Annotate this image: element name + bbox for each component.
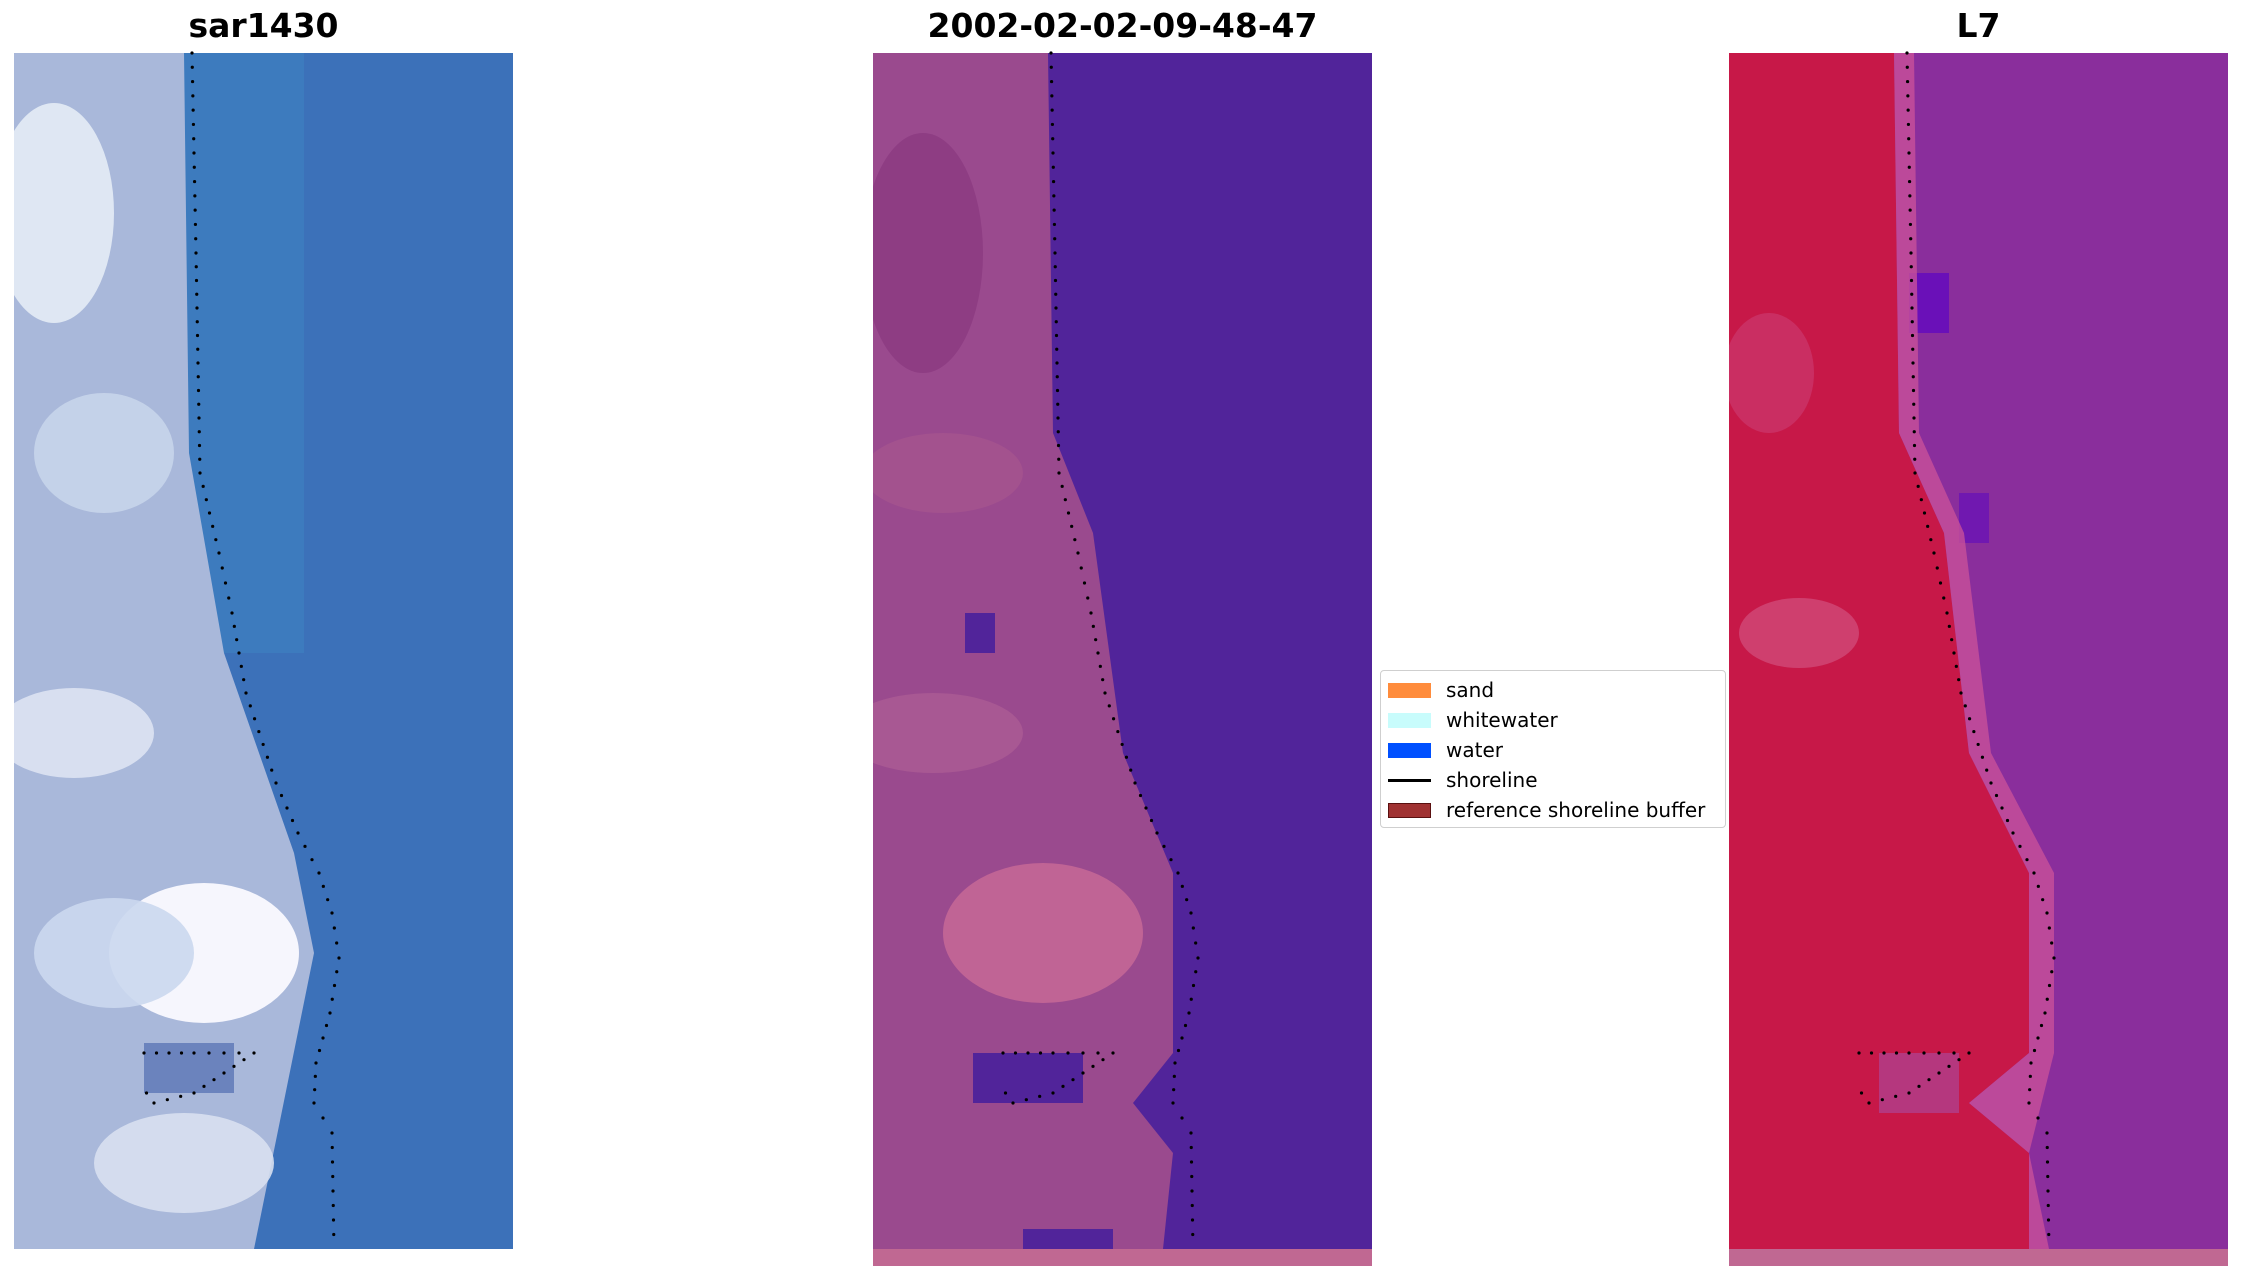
panel-title-1: sar1430 <box>188 6 339 45</box>
legend-item-water: water <box>1388 735 1503 765</box>
legend-item-reference-buffer: reference shoreline buffer <box>1388 795 1705 825</box>
legend-label-shoreline: shoreline <box>1446 768 1538 792</box>
legend-item-sand: sand <box>1388 675 1494 705</box>
sand-swatch <box>1388 682 1431 698</box>
legend-label-water: water <box>1446 738 1503 762</box>
classified-image <box>873 53 1372 1249</box>
legend-item-shoreline: shoreline <box>1388 765 1538 795</box>
image-panel-classified <box>873 53 1372 1249</box>
image-panel-index <box>1729 53 2228 1249</box>
panel-title-2: 2002-02-02-09-48-47 <box>927 6 1318 45</box>
image-panel-rgb <box>14 53 513 1249</box>
panel-title-3: L7 <box>1956 6 2001 45</box>
legend-label-reference-buffer: reference shoreline buffer <box>1446 798 1706 822</box>
shoreline-line-swatch <box>1388 778 1431 782</box>
rgb-image <box>14 53 513 1249</box>
reference-buffer-swatch <box>1388 802 1431 818</box>
index-image <box>1729 53 2228 1249</box>
bottom-strip-2 <box>873 1249 1372 1266</box>
legend-label-whitewater: whitewater <box>1446 708 1558 732</box>
whitewater-swatch <box>1388 712 1431 728</box>
legend-label-sand: sand <box>1446 678 1495 702</box>
legend: sand whitewater water shoreline referenc… <box>1380 670 1726 828</box>
legend-item-whitewater: whitewater <box>1388 705 1558 735</box>
bottom-strip-3 <box>1729 1249 2228 1266</box>
water-swatch <box>1388 742 1431 758</box>
